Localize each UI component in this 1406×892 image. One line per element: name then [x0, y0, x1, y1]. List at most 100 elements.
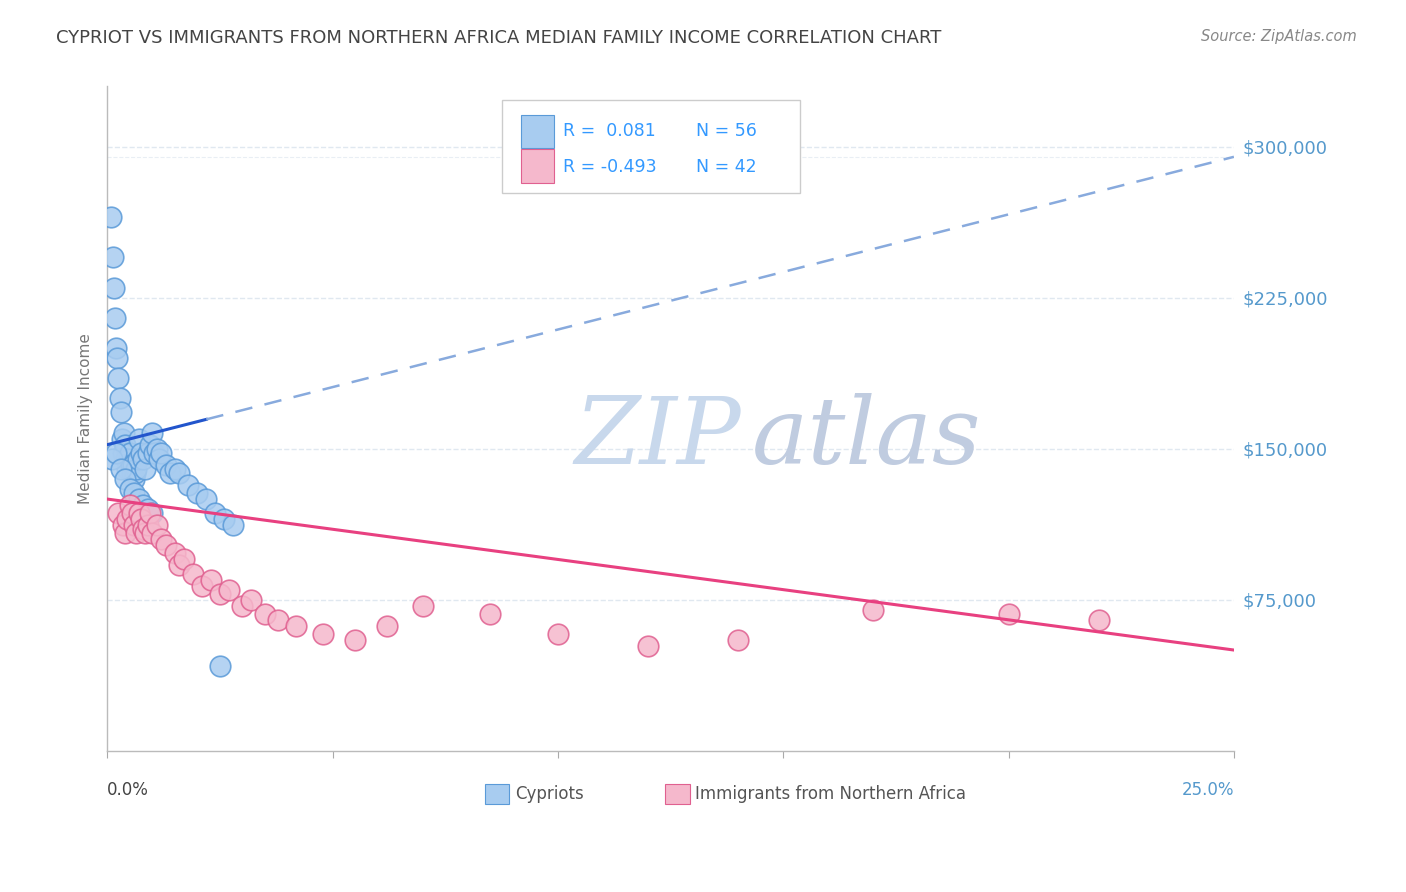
Point: [169, 466, 191, 480]
Point: [1087, 613, 1109, 627]
Point: [312, 627, 335, 641]
Point: [117, 512, 139, 526]
Point: [111, 518, 134, 533]
Point: [200, 573, 222, 587]
Point: [105, 341, 128, 355]
Point: [122, 518, 145, 533]
Point: [100, 451, 122, 466]
Point: [118, 446, 141, 460]
Point: [124, 466, 146, 480]
Point: [177, 478, 200, 492]
Point: [121, 506, 143, 520]
Point: [139, 506, 162, 520]
Point: [100, 211, 122, 225]
Point: [115, 451, 138, 466]
Point: [101, 251, 124, 265]
Point: [128, 491, 150, 506]
Point: [134, 526, 156, 541]
Point: [108, 392, 131, 406]
Point: [208, 659, 231, 673]
Text: R =  0.081: R = 0.081: [564, 122, 657, 140]
Point: [412, 599, 434, 613]
Point: [285, 619, 308, 633]
Bar: [485, 784, 509, 804]
Point: [214, 512, 236, 526]
Point: [122, 458, 145, 472]
Point: [128, 432, 150, 446]
Text: 0.0%: 0.0%: [107, 780, 149, 798]
Point: [218, 582, 240, 597]
Point: [114, 472, 136, 486]
Point: [107, 371, 129, 385]
Text: Cypriots: Cypriots: [515, 785, 583, 803]
Point: [375, 619, 398, 633]
Point: [479, 607, 502, 621]
Point: [105, 351, 128, 365]
Point: [110, 462, 132, 476]
Point: [145, 442, 167, 456]
Point: [344, 632, 367, 647]
Point: [208, 587, 231, 601]
Point: [129, 512, 152, 526]
Point: [117, 462, 139, 476]
Bar: [665, 784, 690, 804]
Point: [110, 432, 132, 446]
Point: [141, 425, 163, 440]
Point: [143, 446, 166, 460]
Point: [240, 592, 263, 607]
Text: N = 56: N = 56: [696, 122, 758, 140]
Point: [129, 446, 152, 460]
Point: [103, 281, 125, 295]
Point: [163, 546, 186, 560]
Point: [118, 498, 141, 512]
Point: [150, 533, 173, 547]
Point: [128, 506, 150, 520]
Point: [997, 607, 1019, 621]
Text: ZIP: ZIP: [575, 393, 741, 483]
Point: [267, 613, 290, 627]
Text: CYPRIOT VS IMMIGRANTS FROM NORTHERN AFRICA MEDIAN FAMILY INCOME CORRELATION CHAR: CYPRIOT VS IMMIGRANTS FROM NORTHERN AFRI…: [56, 29, 942, 46]
Point: [141, 506, 163, 520]
Text: 25.0%: 25.0%: [1181, 780, 1234, 798]
Point: [547, 627, 569, 641]
Point: [204, 506, 226, 520]
Point: [155, 538, 177, 552]
Point: [231, 599, 253, 613]
Y-axis label: Median Family Income: Median Family Income: [79, 333, 93, 504]
Point: [222, 518, 245, 533]
Point: [125, 462, 148, 476]
Point: [122, 486, 145, 500]
Point: [253, 607, 276, 621]
Point: [132, 451, 155, 466]
Point: [111, 446, 134, 460]
FancyBboxPatch shape: [502, 100, 800, 193]
Text: atlas: atlas: [752, 393, 981, 483]
Point: [104, 310, 127, 325]
Point: [141, 526, 163, 541]
Point: [132, 498, 155, 512]
Point: [169, 558, 191, 573]
Point: [112, 425, 135, 440]
Point: [148, 451, 170, 466]
Point: [118, 482, 141, 496]
Point: [862, 603, 884, 617]
Point: [155, 458, 177, 472]
Point: [136, 446, 159, 460]
Point: [727, 632, 749, 647]
Point: [637, 639, 659, 653]
Point: [132, 522, 155, 536]
Point: [107, 506, 129, 520]
Point: [134, 462, 156, 476]
Point: [136, 518, 159, 533]
Point: [159, 466, 181, 480]
Point: [127, 451, 149, 466]
Bar: [520, 150, 554, 183]
Point: [139, 438, 162, 452]
Point: [110, 405, 132, 419]
Point: [120, 458, 142, 472]
Point: [195, 491, 218, 506]
Point: [118, 451, 141, 466]
Point: [163, 462, 186, 476]
Point: [173, 552, 195, 566]
Point: [186, 486, 208, 500]
